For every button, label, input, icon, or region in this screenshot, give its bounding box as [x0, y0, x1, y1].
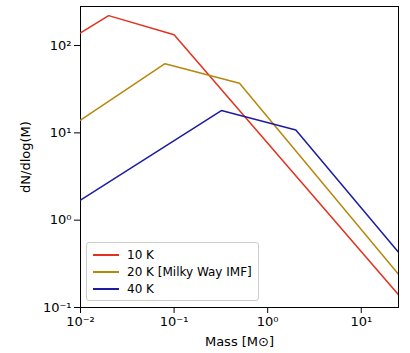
html-text:40 K: 40 K: [127, 281, 154, 296]
svg-text:Mass [M⊙]: Mass [M⊙]: [205, 334, 274, 349]
svg-text:10²: 10²: [50, 38, 72, 53]
html-text:20 K [Milky Way IMF]: 20 K [Milky Way IMF]: [127, 264, 252, 279]
svg-text:10⁻¹: 10⁻¹: [160, 314, 189, 329]
html-text:10 K: 10 K: [127, 247, 154, 262]
svg-text:10⁰: 10⁰: [257, 314, 279, 329]
svg-text:10⁻¹: 10⁻¹: [43, 300, 72, 315]
svg-text:10⁻²: 10⁻²: [66, 314, 95, 329]
svg-text:10¹: 10¹: [50, 125, 72, 140]
svg-text:10⁰: 10⁰: [50, 212, 72, 227]
svg-text:10¹: 10¹: [350, 314, 372, 329]
svg-text:dN/dlog(M): dN/dlog(M): [18, 121, 33, 193]
